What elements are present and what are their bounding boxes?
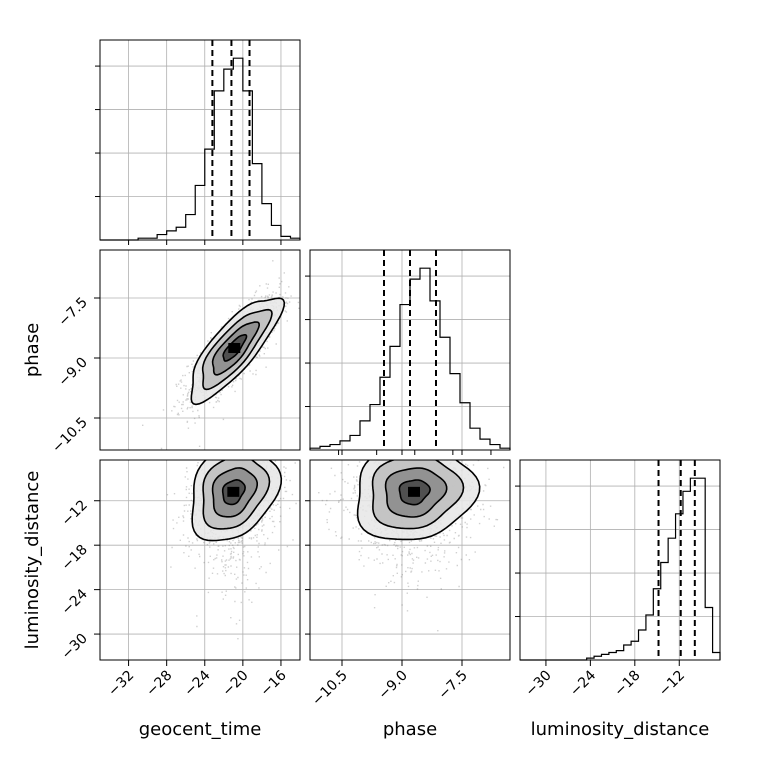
x-axis-label-phase: phase: [383, 719, 437, 740]
joint-panel-geocent_time-phase: [99, 249, 301, 451]
x-tick-label: −30: [523, 668, 555, 700]
panel-frame: [309, 249, 511, 451]
histogram-bars: [520, 477, 721, 661]
contour-line: [211, 467, 258, 518]
y-axis-label-luminosity_distance: luminosity_distance: [22, 471, 43, 650]
panel-frame: [99, 249, 301, 451]
y-tick-label: −30: [59, 631, 91, 663]
joint-panel-phase-luminosity_distance: [309, 459, 511, 661]
density-peak: [228, 343, 241, 353]
panel-frame: [99, 39, 301, 241]
x-tick-label: −12: [656, 668, 688, 700]
density-peak: [408, 486, 420, 497]
histogram-bars: [100, 57, 301, 241]
contour-line: [356, 460, 481, 541]
panel-frame: [519, 459, 721, 661]
histogram-panel-geocent_time: [95, 39, 301, 241]
x-tick-label: −7.5: [435, 668, 470, 703]
histogram-panel-luminosity_distance: [515, 459, 721, 661]
contour-line: [202, 460, 271, 530]
x-tick-label: −32: [105, 668, 137, 700]
x-tick-label: −18: [611, 668, 643, 700]
histogram-panel-phase: [305, 249, 511, 451]
y-tick-label: −7.5: [55, 295, 90, 330]
x-tick-label: −24: [181, 667, 213, 699]
x-tick-label: −10.5: [309, 668, 351, 710]
y-tick-label: −12: [59, 497, 91, 529]
x-tick-label: −28: [143, 668, 175, 700]
joint-panel-geocent_time-luminosity_distance: [99, 459, 301, 661]
contour-line: [221, 478, 246, 506]
contour-line: [384, 467, 448, 518]
contour-line: [371, 460, 465, 530]
panel-frame: [99, 459, 301, 661]
contour-line: [398, 479, 431, 506]
panel-frame: [309, 459, 511, 661]
x-tick-label: −24: [567, 667, 599, 699]
x-tick-label: −20: [219, 668, 251, 700]
contour-line: [191, 460, 283, 542]
contour-line: [190, 297, 286, 406]
y-tick-label: −18: [59, 542, 91, 574]
y-tick-label: −9.0: [55, 355, 90, 390]
x-tick-label: −9.0: [375, 668, 410, 703]
density-peak: [227, 486, 240, 497]
y-tick-label: −10.5: [49, 415, 91, 457]
contour-line: [211, 321, 261, 376]
x-axis-label-luminosity_distance: luminosity_distance: [531, 719, 710, 740]
y-tick-label: −24: [59, 586, 91, 618]
y-axis-label-phase: phase: [22, 323, 43, 377]
x-axis-label-geocent_time: geocent_time: [139, 719, 262, 740]
contour-line: [201, 308, 273, 391]
x-tick-label: −16: [258, 667, 290, 699]
